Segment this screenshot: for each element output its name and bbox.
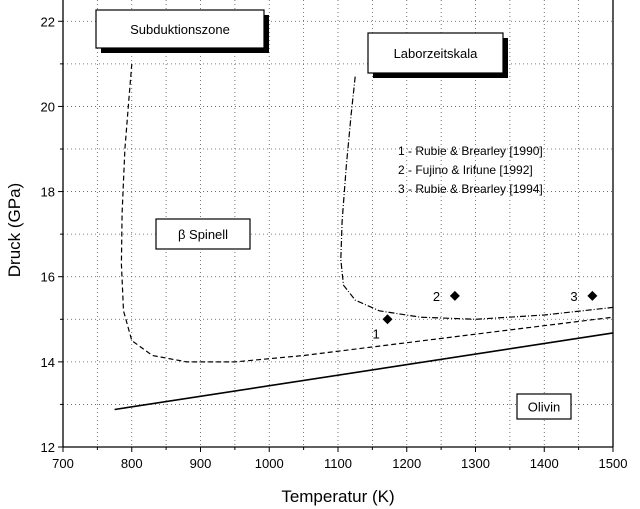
y-axis-label: Druck (GPa) bbox=[5, 183, 24, 277]
y-tick-label: 14 bbox=[41, 355, 55, 370]
series-line-dash-dot bbox=[340, 76, 614, 320]
annotation-label: Olivin bbox=[528, 400, 561, 415]
data-point-label-2: 2 bbox=[433, 289, 440, 304]
x-tick-label: 700 bbox=[52, 456, 74, 471]
x-tick-label: 1400 bbox=[530, 456, 559, 471]
legend-entry-3: 3 - Rubie & Brearley [1994] bbox=[398, 182, 543, 196]
x-axis-label: Temperatur (K) bbox=[281, 487, 394, 506]
annotation-label: β Spinell bbox=[178, 227, 228, 242]
series-line-dashed bbox=[120, 63, 614, 363]
y-tick-label: 22 bbox=[41, 14, 55, 29]
y-tick-label: 20 bbox=[41, 99, 55, 114]
data-point-1 bbox=[382, 314, 393, 325]
data-point-label-1: 1 bbox=[373, 326, 380, 341]
y-tick-label: 12 bbox=[41, 440, 55, 455]
axes: 700 800 900 1000 1100 1200 1300 1400 15001214161… bbox=[41, 0, 628, 471]
x-tick-label: 900 bbox=[190, 456, 212, 471]
annotation-label: Subduktionszone bbox=[130, 22, 230, 37]
legend: 1 - Rubie & Brearley [1990] 2 - Fujino & … bbox=[398, 144, 543, 196]
legend-entry-2: 2 - Fujino & Irifune [1992] bbox=[398, 163, 533, 177]
annotation-box bbox=[155, 218, 251, 250]
legend-entry-1: 1 - Rubie & Brearley [1990] bbox=[398, 144, 543, 158]
annotation-box bbox=[367, 32, 504, 74]
series-group bbox=[114, 63, 614, 411]
annotation-label: Laborzeitskala bbox=[394, 46, 479, 61]
annotation-box bbox=[95, 9, 265, 49]
y-tick-label: 18 bbox=[41, 185, 55, 200]
x-tick-label: 1100 bbox=[324, 456, 352, 471]
y-tick-label: 16 bbox=[41, 270, 55, 285]
x-tick-label: 1000 bbox=[255, 456, 284, 471]
series-line-solid bbox=[114, 332, 614, 411]
annotations: Subduktionszone Laborzeitskala β Spinell Ol… bbox=[95, 9, 572, 420]
grid bbox=[63, 0, 613, 447]
data-point-3 bbox=[587, 290, 598, 301]
x-tick-label: 1300 bbox=[461, 456, 490, 471]
data-point-2 bbox=[449, 290, 460, 301]
x-tick-label: 1200 bbox=[392, 456, 421, 471]
data-point-label-3: 3 bbox=[570, 289, 577, 304]
data-points: 1 2 3 bbox=[373, 289, 598, 341]
annotation-box bbox=[516, 393, 572, 420]
x-tick-label: 800 bbox=[121, 456, 143, 471]
x-tick-label: 1500 bbox=[599, 456, 628, 471]
